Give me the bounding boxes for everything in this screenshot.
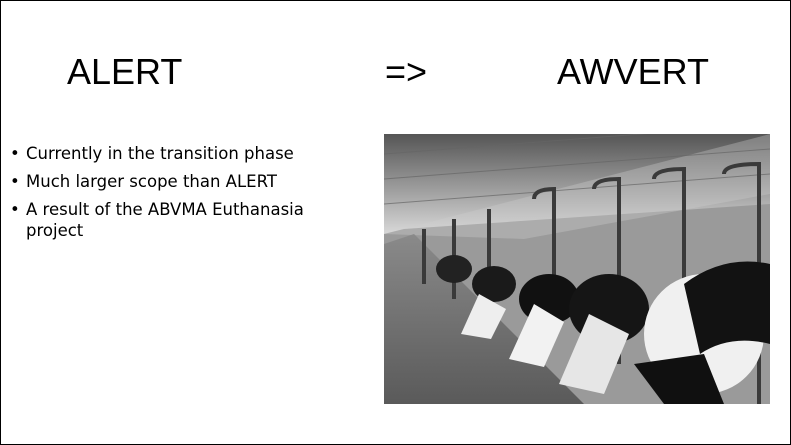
slide: ALERT => AWVERT Currently in the transit…	[0, 0, 791, 445]
title-right: AWVERT	[557, 51, 709, 93]
bullet-item: A result of the ABVMA Euthanasia project	[9, 199, 354, 241]
title-left: ALERT	[67, 51, 182, 93]
bullet-item: Much larger scope than ALERT	[9, 171, 354, 192]
bullet-item: Currently in the transition phase	[9, 143, 354, 164]
bullet-list: Currently in the transition phase Much la…	[9, 143, 354, 248]
photo	[384, 134, 770, 404]
title-arrow: =>	[385, 51, 427, 93]
